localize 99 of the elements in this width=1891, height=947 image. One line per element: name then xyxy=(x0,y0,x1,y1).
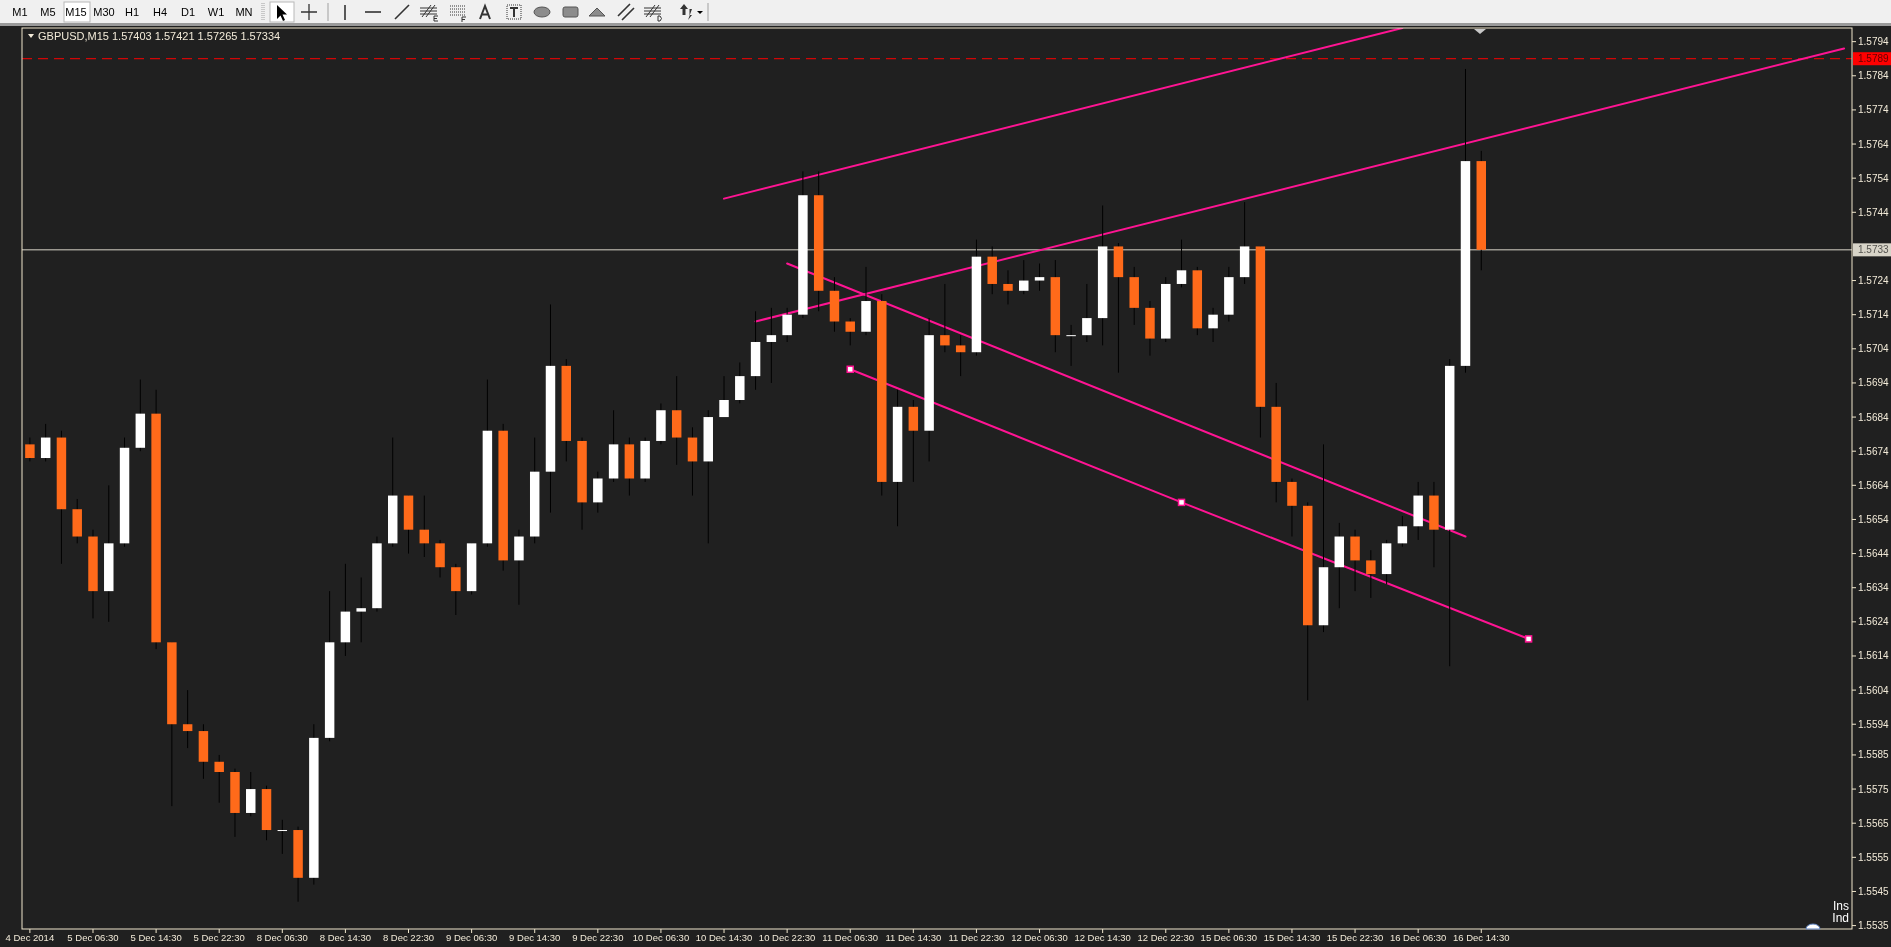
candlestick xyxy=(1287,478,1297,538)
candlestick xyxy=(1397,515,1408,548)
candlestick xyxy=(719,375,729,418)
ref-line-label: 1.5789 xyxy=(1858,53,1890,65)
candlestick xyxy=(1366,549,1376,599)
x-tick-label: 12 Dec 22:30 xyxy=(1137,932,1195,943)
candlestick xyxy=(1082,283,1092,343)
y-tick-label: 1.5624 xyxy=(1858,616,1890,628)
candlestick xyxy=(419,495,430,558)
candlestick xyxy=(766,307,777,384)
x-tick-label: 11 Dec 14:30 xyxy=(885,932,942,943)
x-tick-label: 4 Dec 2014 xyxy=(5,932,55,943)
y-tick-label: 1.5764 xyxy=(1858,138,1890,150)
x-tick-label: 16 Dec 14:30 xyxy=(1453,932,1510,943)
annotation: Ind xyxy=(1832,911,1849,925)
y-tick-label: 1.5565 xyxy=(1858,817,1890,829)
x-tick-label: 9 Dec 14:30 xyxy=(509,932,561,943)
text: M5 xyxy=(40,6,56,18)
x-tick-label: 11 Dec 06:30 xyxy=(822,932,879,943)
y-tick-label: 1.5585 xyxy=(1858,749,1890,761)
y-tick-label: 1.5694 xyxy=(1858,377,1890,389)
y-tick-label: 1.5784 xyxy=(1858,70,1890,82)
candlestick xyxy=(1208,307,1218,343)
y-tick-label: 1.5654 xyxy=(1858,513,1890,525)
candlestick xyxy=(40,423,51,462)
text: W1 xyxy=(207,6,225,18)
y-tick-label: 1.5744 xyxy=(1858,206,1890,218)
candlestick xyxy=(246,771,256,817)
x-tick-label: 15 Dec 06:30 xyxy=(1200,932,1258,943)
candlestick xyxy=(1019,259,1029,295)
x-tick-label: 10 Dec 06:30 xyxy=(632,932,690,943)
y-tick-label: 1.5575 xyxy=(1858,783,1890,795)
x-tick-label: 10 Dec 14:30 xyxy=(695,932,753,943)
candlestick xyxy=(451,563,461,616)
y-tick-label: 1.5535 xyxy=(1858,920,1890,932)
candlestick xyxy=(514,529,524,606)
candlestick xyxy=(687,426,698,497)
candlestick xyxy=(593,471,603,514)
x-tick-label: 5 Dec 06:30 xyxy=(67,932,119,943)
x-tick-label: 11 Dec 22:30 xyxy=(948,932,1005,943)
candlestick xyxy=(908,399,919,483)
candlestick xyxy=(735,361,745,404)
x-tick-label: 5 Dec 14:30 xyxy=(130,932,182,943)
ref-line-label: 1.5733 xyxy=(1858,244,1890,256)
text: M30 xyxy=(93,6,115,18)
x-tick-label: 8 Dec 22:30 xyxy=(382,932,435,943)
x-tick-label: 8 Dec 06:30 xyxy=(256,932,308,943)
point xyxy=(1177,498,1186,507)
y-tick-label: 1.5774 xyxy=(1858,104,1890,116)
y-tick-label: 1.5724 xyxy=(1858,275,1890,287)
x-tick-label: 8 Dec 14:30 xyxy=(319,932,372,943)
y-tick-label: 1.5664 xyxy=(1858,479,1890,491)
candlestick xyxy=(277,819,288,855)
x-tick-label: 5 Dec 22:30 xyxy=(193,932,245,943)
y-tick-label: 1.5714 xyxy=(1858,309,1890,321)
candlestick xyxy=(1176,239,1187,288)
point xyxy=(1524,635,1533,643)
candlestick xyxy=(1034,262,1045,292)
candlestick xyxy=(1066,324,1076,367)
y-tick-label: 1.5794 xyxy=(1858,36,1890,48)
point xyxy=(846,365,854,374)
y-tick-label: 1.5614 xyxy=(1858,650,1890,662)
candlestick xyxy=(1350,529,1360,592)
annotation: Ins xyxy=(1832,899,1849,913)
text: M1 xyxy=(12,6,28,18)
candlestick xyxy=(845,317,855,346)
y-tick-label: 1.5594 xyxy=(1858,718,1890,730)
y-tick-label: 1.5704 xyxy=(1858,343,1890,355)
y-tick-label: 1.5634 xyxy=(1858,582,1890,594)
x-tick-label: 9 Dec 06:30 xyxy=(445,932,498,943)
text: H1 xyxy=(124,6,140,18)
y-tick-label: 1.5684 xyxy=(1858,411,1890,423)
y-tick-label: 1.5674 xyxy=(1858,445,1890,457)
candlestick xyxy=(940,283,950,353)
candlestick xyxy=(1003,269,1013,305)
y-tick-label: 1.5545 xyxy=(1858,885,1890,897)
y-tick-label: 1.5555 xyxy=(1858,851,1890,863)
text: D1 xyxy=(180,6,196,18)
candlestick xyxy=(356,576,366,643)
x-tick-label: 12 Dec 06:30 xyxy=(1011,932,1068,943)
x-tick-label: 9 Dec 22:30 xyxy=(572,932,624,943)
x-tick-label: 15 Dec 22:30 xyxy=(1326,932,1384,943)
candlestick xyxy=(182,689,193,749)
candlestick xyxy=(782,307,792,343)
candlestick xyxy=(435,539,445,578)
candlestick xyxy=(955,334,966,377)
text: MN xyxy=(235,6,253,18)
y-tick-label: 1.5604 xyxy=(1858,684,1890,696)
x-tick-label: 15 Dec 14:30 xyxy=(1263,932,1321,943)
y-tick-label: 1.5644 xyxy=(1858,548,1890,560)
x-tick-label: 10 Dec 22:30 xyxy=(758,932,816,943)
y-tick-label: 1.5754 xyxy=(1858,172,1890,184)
x-tick-label: 16 Dec 06:30 xyxy=(1389,932,1447,943)
text: H4 xyxy=(152,6,168,18)
candlestick xyxy=(214,754,224,804)
text: M15 xyxy=(65,6,87,18)
candlestick xyxy=(25,437,35,462)
chart-title: GBPUSD,M15 1.57403 1.57421 1.57265 1.57334 xyxy=(38,30,281,42)
x-tick-label: 12 Dec 14:30 xyxy=(1074,932,1131,943)
